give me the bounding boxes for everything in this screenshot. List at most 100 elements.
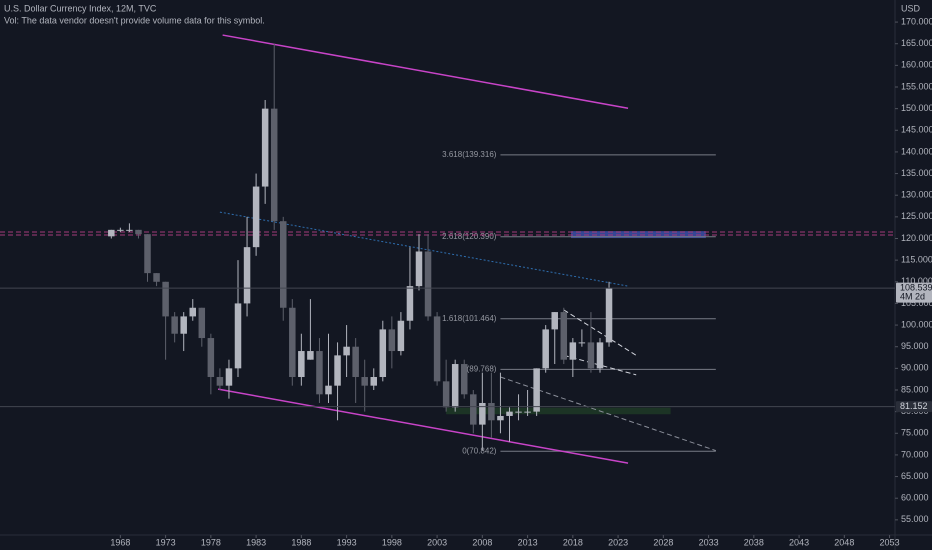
candle-body (234, 303, 242, 369)
candle-body (524, 411, 531, 413)
y-tick-label: 90.000 (901, 363, 929, 373)
price-tag-label: 81.152 (900, 401, 928, 411)
x-tick-label: 2003 (427, 537, 447, 547)
candle-body (506, 411, 513, 416)
candle-body (162, 281, 169, 317)
candle-body (542, 329, 549, 369)
candle-body (370, 377, 377, 386)
y-tick-label: 130.000 (901, 190, 932, 200)
candle-body (171, 316, 178, 334)
candle-body (605, 288, 613, 343)
candle-body (207, 338, 215, 378)
fib-label: 0(70.842) (462, 446, 497, 455)
candle-body (361, 377, 368, 386)
y-tick-label: 135.000 (901, 168, 932, 178)
y-tick-label: 115.000 (901, 255, 932, 265)
candle-body (225, 368, 233, 386)
x-tick-label: 1998 (382, 537, 402, 547)
price-tag (896, 282, 932, 303)
x-tick-label: 1988 (291, 537, 311, 547)
candle-body (497, 415, 504, 421)
candle-body (406, 286, 414, 321)
y-tick-label: 100.000 (901, 319, 932, 329)
candle-body (144, 234, 151, 274)
y-tick-label: 85.000 (901, 384, 929, 394)
candle-body (578, 342, 586, 344)
candle-body (189, 307, 197, 317)
price-tag-label: 108.539 (900, 282, 932, 292)
y-tick-label: 165.000 (901, 38, 932, 48)
candle-body (352, 346, 359, 378)
x-tick-label: 2018 (563, 537, 583, 547)
candle-body (316, 351, 323, 395)
fib-label: 2.618(120.390) (442, 232, 497, 241)
x-tick-label: 2048 (834, 537, 854, 547)
zone (446, 407, 671, 415)
x-tick-label: 2043 (789, 537, 809, 547)
x-tick-label: 1968 (110, 537, 130, 547)
y-tick-label: 110.000 (901, 276, 932, 286)
x-tick-label: 1978 (201, 537, 221, 547)
candle-body (479, 402, 486, 425)
candle-body (252, 186, 260, 248)
y-tick-label: 160.000 (901, 60, 932, 70)
x-tick-label: 2033 (699, 537, 719, 547)
x-tick-label: 2038 (744, 537, 764, 547)
candle-body (560, 312, 568, 360)
x-tick-label: 2023 (608, 537, 628, 547)
fib-label: 1.618(101.464) (442, 314, 497, 323)
candle-body (533, 368, 540, 412)
price-tag (896, 401, 932, 413)
candle-body (397, 320, 405, 352)
candle-body (298, 351, 305, 378)
trendline (500, 376, 716, 452)
candle-body (388, 329, 396, 352)
candle-body (180, 316, 187, 334)
candle-body (451, 364, 459, 408)
candle-body (153, 273, 160, 282)
chart-subtitle: Vol: The data vendor doesn't provide vol… (4, 15, 265, 25)
candle-body (307, 351, 314, 360)
candle-body (108, 229, 115, 237)
y-tick-label: 140.000 (901, 146, 932, 156)
candle-body (596, 342, 604, 369)
y-tick-label: 55.000 (901, 514, 929, 524)
candle-body (261, 108, 269, 187)
x-tick-label: 2013 (518, 537, 538, 547)
candle-body (289, 307, 296, 378)
y-tick-label: 125.000 (901, 211, 932, 221)
candle-body (325, 385, 332, 395)
candle-body (415, 251, 423, 287)
price-tag-countdown: 4M 2d (900, 291, 925, 301)
candle-body (216, 377, 224, 386)
x-tick-label: 1983 (246, 537, 266, 547)
trendline (217, 388, 629, 464)
y-tick-label: 60.000 (901, 493, 929, 503)
candle-body (334, 355, 341, 386)
candle-body (442, 381, 450, 408)
y-tick-label: 145.000 (901, 125, 932, 135)
x-tick-label: 2008 (472, 537, 492, 547)
trendline (563, 309, 637, 356)
trendline (219, 211, 629, 287)
candle-body (460, 364, 468, 395)
fib-label: 1(89.768) (462, 364, 497, 373)
x-tick-label: 2053 (880, 537, 900, 547)
candle-body (587, 342, 595, 369)
candle-body (126, 229, 133, 231)
y-tick-label: 150.000 (901, 103, 932, 113)
chart-title: U.S. Dollar Currency Index, 12M, TVC (4, 3, 157, 13)
candle-body (551, 312, 558, 330)
candle-body (433, 316, 441, 382)
candle-body (135, 229, 142, 235)
candle-body (117, 229, 124, 231)
candle-body (280, 221, 287, 308)
y-tick-label: 105.000 (901, 298, 932, 308)
y-tick-label: 170.000 (901, 16, 932, 26)
x-tick-label: 1993 (337, 537, 357, 547)
candle-body (569, 342, 577, 360)
candle-body (379, 329, 387, 378)
y-tick-label: 75.000 (901, 428, 929, 438)
